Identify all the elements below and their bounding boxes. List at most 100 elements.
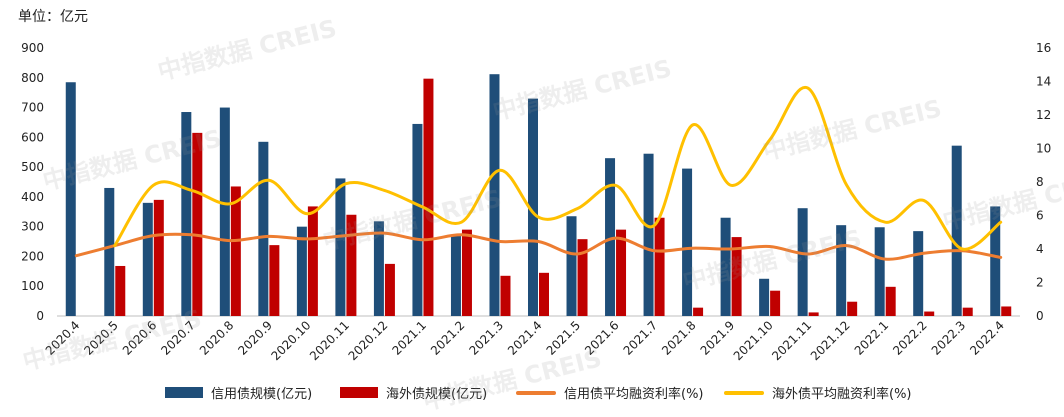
- bar-credit-bond: [258, 141, 269, 316]
- bar-credit-bond: [797, 208, 808, 316]
- y-right-tick-label: 0: [1036, 309, 1044, 323]
- legend-swatch-credit-bond: [165, 387, 203, 398]
- legend: 信用债规模(亿元) 海外债规模(亿元) 信用债平均融资利率(%) 海外债平均融资…: [0, 383, 1064, 407]
- y-left-tick-label: 800: [21, 71, 44, 85]
- bar-credit-bond: [335, 178, 346, 316]
- bar-overseas-bond: [770, 290, 781, 316]
- bar-credit-bond: [104, 187, 115, 316]
- x-tick-label: 2020.7: [158, 318, 198, 358]
- y-left-tick-label: 500: [21, 160, 44, 174]
- x-tick-label: 2021.3: [467, 318, 507, 358]
- legend-label-overseas-bond: 海外债规模(亿元): [386, 387, 488, 402]
- bar-credit-bond: [489, 74, 500, 317]
- bar-overseas-bond: [885, 286, 896, 316]
- bar-credit-bond: [759, 278, 770, 316]
- bar-credit-bond: [720, 217, 731, 316]
- y-right-tick-label: 14: [1036, 75, 1051, 89]
- y-right-tick-label: 6: [1036, 209, 1044, 223]
- bar-credit-bond: [181, 112, 192, 317]
- bar-overseas-bond: [500, 275, 511, 316]
- bar-overseas-bond: [539, 272, 549, 316]
- x-tick-label: 2021.11: [769, 318, 814, 363]
- legend-label-credit-bond: 信用债规模(亿元): [211, 387, 313, 402]
- x-tick-label: 2022.3: [929, 318, 969, 358]
- bar-credit-bond: [528, 98, 538, 316]
- y-right-tick-label: 10: [1036, 142, 1051, 156]
- bar-overseas-bond: [1001, 306, 1012, 316]
- bar-overseas-bond: [423, 78, 434, 316]
- bar-credit-bond: [412, 123, 423, 316]
- y-left-tick-label: 0: [36, 309, 44, 323]
- x-tick-label: 2021.8: [659, 318, 699, 358]
- bar-overseas-bond: [192, 132, 203, 316]
- x-tick-label: 2021.7: [621, 318, 661, 358]
- bar-credit-bond: [874, 227, 885, 316]
- bar-credit-bond: [605, 158, 616, 316]
- x-tick-label: 2021.4: [505, 318, 545, 358]
- line-credit-rate: [74, 231, 1003, 261]
- bar-credit-bond: [373, 221, 384, 316]
- bar-credit-bond: [566, 216, 577, 316]
- bar-credit-bond: [913, 231, 924, 316]
- bar-credit-bond: [990, 206, 1001, 316]
- legend-item-overseas-rate: 海外债平均融资利率(%): [724, 383, 912, 402]
- bar-overseas-bond: [808, 312, 819, 316]
- bar-credit-bond: [643, 153, 654, 316]
- x-tick-label: 2021.5: [544, 318, 584, 358]
- bar-credit-bond: [296, 226, 307, 316]
- x-tick-label: 2021.6: [582, 318, 622, 358]
- x-tick-label: 2020.12: [346, 318, 391, 363]
- y-right-tick-label: 2: [1036, 276, 1044, 290]
- y-axis-unit-label: 单位：亿元: [18, 9, 88, 25]
- bar-credit-bond: [951, 145, 962, 316]
- legend-item-overseas-bond: 海外债规模(亿元): [340, 383, 487, 402]
- bar-overseas-bond: [384, 263, 395, 316]
- bar-overseas-bond: [654, 217, 665, 316]
- bar-credit-bond: [142, 202, 153, 316]
- bar-credit-bond: [450, 235, 461, 316]
- bar-overseas-bond: [847, 301, 858, 316]
- x-tick-label: 2020.10: [269, 318, 314, 363]
- x-tick-label: 2020.8: [197, 318, 237, 358]
- y-left-tick-label: 600: [21, 130, 44, 144]
- x-tick-label: 2020.5: [81, 318, 121, 358]
- bar-overseas-bond: [461, 229, 472, 316]
- y-right-tick-label: 16: [1036, 41, 1051, 55]
- bar-overseas-bond: [307, 206, 318, 316]
- line-overseas-rate: [113, 85, 1003, 251]
- x-tick-label: 2021.1: [389, 318, 429, 358]
- bar-overseas-bond: [693, 307, 704, 316]
- y-right-tick-label: 8: [1036, 175, 1044, 189]
- bar-overseas-bond: [616, 229, 627, 316]
- legend-swatch-overseas-bond: [340, 387, 378, 398]
- y-left-tick-label: 300: [21, 220, 44, 234]
- y-right-tick-label: 4: [1036, 242, 1044, 256]
- y-left-tick-label: 400: [21, 190, 44, 204]
- bar-overseas-bond: [269, 245, 280, 316]
- bar-credit-bond: [836, 225, 847, 316]
- y-left-tick-label: 900: [21, 41, 44, 55]
- bar-overseas-bond: [153, 199, 164, 316]
- x-tick-label: 2021.10: [731, 318, 776, 363]
- legend-label-overseas-rate: 海外债平均融资利率(%): [772, 387, 912, 402]
- x-tick-label: 2022.4: [967, 318, 1007, 358]
- legend-item-credit-rate: 信用债平均融资利率(%): [516, 383, 704, 402]
- legend-item-credit-bond: 信用债规模(亿元): [165, 383, 312, 402]
- bar-credit-bond: [65, 82, 76, 316]
- x-tick-label: 2020.4: [43, 318, 83, 358]
- bar-overseas-bond: [230, 186, 241, 316]
- x-tick-label: 2021.2: [428, 318, 468, 358]
- legend-swatch-overseas-rate: [724, 390, 764, 395]
- bar-credit-bond: [219, 107, 230, 316]
- y-left-tick-label: 100: [21, 279, 44, 293]
- x-tick-label: 2022.1: [852, 318, 892, 358]
- legend-label-credit-rate: 信用债平均融资利率(%): [564, 387, 704, 402]
- bar-overseas-bond: [924, 311, 935, 316]
- bar-overseas-bond: [346, 214, 357, 316]
- legend-swatch-credit-rate: [516, 390, 556, 395]
- bar-overseas-bond: [962, 307, 973, 316]
- bar-overseas-bond: [577, 239, 588, 316]
- x-tick-label: 2020.6: [120, 318, 160, 358]
- y-left-tick-label: 700: [21, 101, 44, 115]
